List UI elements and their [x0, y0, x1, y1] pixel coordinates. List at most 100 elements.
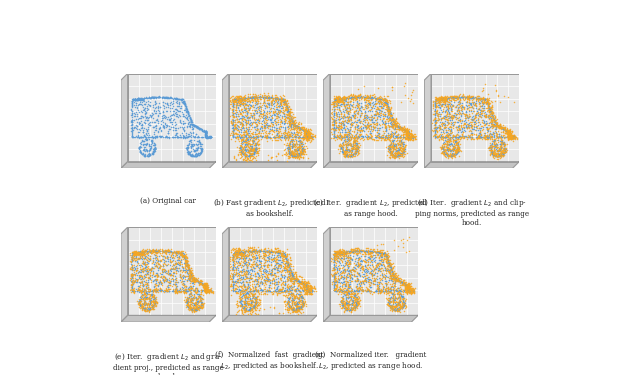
Point [403, 128, 413, 134]
Point [351, 95, 361, 101]
Point [228, 104, 238, 110]
Point [383, 110, 393, 116]
Point [333, 276, 343, 282]
Point [385, 155, 395, 161]
Point [201, 280, 211, 286]
Point [140, 141, 150, 147]
Point [137, 294, 147, 300]
Point [380, 251, 390, 257]
Point [302, 286, 312, 292]
Point [342, 274, 353, 280]
Point [237, 147, 247, 153]
Point [340, 250, 350, 256]
Point [148, 261, 159, 267]
Point [236, 148, 246, 154]
Point [352, 250, 362, 256]
Point [251, 281, 261, 287]
Point [231, 130, 241, 136]
Point [406, 128, 416, 134]
Point [301, 133, 312, 139]
Point [306, 283, 316, 289]
Point [299, 130, 309, 136]
Point [337, 134, 348, 140]
Point [231, 250, 241, 256]
Point [231, 97, 241, 103]
Point [254, 300, 264, 306]
Point [440, 122, 450, 128]
Point [157, 278, 168, 284]
Point [148, 293, 158, 299]
Point [291, 269, 301, 275]
Point [387, 123, 397, 129]
Point [501, 149, 511, 155]
Point [185, 303, 195, 309]
Point [191, 277, 202, 283]
Point [392, 278, 402, 284]
Point [435, 96, 445, 102]
Point [127, 273, 137, 279]
Point [352, 299, 362, 305]
Point [140, 134, 150, 140]
Point [383, 263, 394, 269]
Point [397, 244, 408, 250]
Point [487, 110, 497, 116]
Point [148, 278, 158, 284]
Point [186, 273, 196, 279]
Point [237, 153, 247, 159]
Point [301, 129, 312, 135]
Point [244, 153, 255, 159]
Point [364, 134, 374, 140]
Point [236, 249, 246, 255]
Point [380, 252, 390, 258]
Point [349, 262, 360, 268]
Point [248, 286, 259, 292]
Point [431, 126, 441, 132]
Point [340, 291, 351, 297]
Point [383, 106, 393, 112]
Point [445, 123, 456, 129]
Point [186, 152, 196, 158]
Point [387, 115, 397, 121]
Point [189, 287, 199, 293]
Point [404, 288, 414, 294]
Point [228, 273, 239, 279]
Point [126, 289, 136, 295]
Point [273, 281, 283, 287]
Point [332, 248, 342, 254]
Point [203, 134, 213, 140]
Point [443, 151, 453, 157]
Point [189, 277, 200, 283]
Point [377, 278, 387, 284]
Point [303, 289, 314, 295]
Point [373, 136, 383, 142]
Point [372, 288, 383, 294]
Point [345, 274, 355, 280]
Point [268, 134, 278, 140]
Point [329, 287, 339, 293]
Point [291, 301, 301, 307]
Point [303, 134, 314, 140]
Point [300, 282, 310, 288]
Point [155, 286, 165, 292]
Point [237, 288, 247, 294]
Point [235, 93, 245, 99]
Point [387, 292, 397, 298]
Point [493, 123, 503, 129]
Point [249, 246, 259, 252]
Point [130, 250, 140, 256]
Point [341, 300, 351, 306]
Point [436, 106, 446, 112]
Point [327, 120, 337, 126]
Point [492, 123, 502, 129]
Point [194, 126, 204, 132]
Point [409, 131, 419, 137]
Point [332, 96, 342, 102]
Point [236, 119, 246, 125]
Point [469, 131, 479, 137]
Point [200, 287, 211, 293]
Point [229, 267, 239, 273]
Point [163, 254, 173, 260]
Point [303, 127, 313, 133]
Point [344, 109, 355, 115]
Point [337, 147, 348, 153]
